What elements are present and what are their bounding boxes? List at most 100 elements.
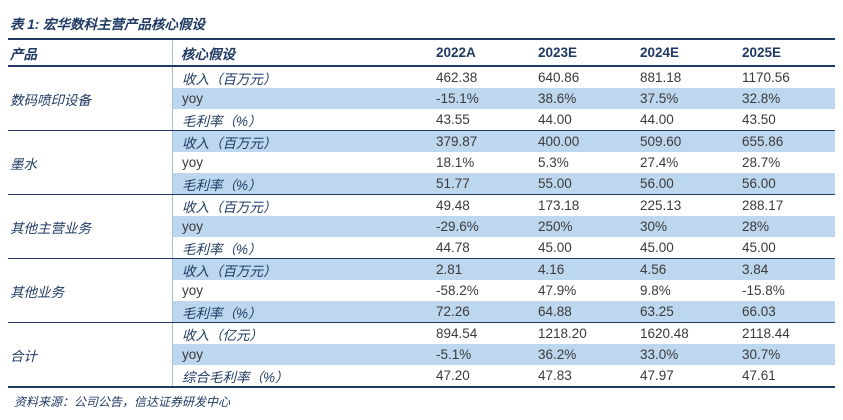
cell-value: -15.1%: [436, 91, 479, 106]
row-label: 收入（亿元）: [182, 327, 263, 343]
cell-value: 43.55: [436, 112, 470, 127]
cell-value: 47.61: [742, 368, 776, 383]
product-name: 墨水: [10, 156, 37, 172]
product-name: 数码喷印设备: [10, 92, 91, 108]
row-label: 收入（百万元）: [182, 135, 277, 151]
cell-value: 288.17: [742, 198, 784, 213]
row-label: yoy: [182, 283, 204, 298]
cell-value: 47.83: [538, 368, 572, 383]
cell-value: 56.00: [640, 176, 674, 191]
group-rows: 收入（百万元） 462.38 640.86 881.18 1170.56 yoy -15.1…: [172, 67, 835, 130]
cell-value: 44.78: [436, 240, 470, 255]
cell-value: 47.97: [640, 368, 674, 383]
cell-value: 881.18: [640, 70, 682, 85]
cell-value: 1218.20: [538, 326, 587, 341]
header-2024e: 2024E: [640, 45, 680, 60]
cell-value: 44.00: [640, 112, 674, 127]
table-row: 毛利率（%） 44.78 45.00 45.00 45.00: [173, 237, 835, 258]
header-assumption: 核心假设: [172, 40, 428, 65]
cell-value: 47.20: [436, 368, 470, 383]
table-row: 收入（百万元） 379.87 400.00 509.60 655.86: [173, 131, 835, 152]
table-row: 收入（百万元） 2.81 4.16 4.56 3.84: [173, 259, 835, 280]
row-label: yoy: [182, 155, 204, 170]
cell-value: 72.26: [436, 304, 470, 319]
cell-value: -5.1%: [436, 347, 472, 362]
cell-value: -58.2%: [436, 283, 479, 298]
cell-value: 18.1%: [436, 155, 475, 170]
product-group: 其他业务 收入（百万元） 2.81 4.16 4.56 3.84 yoy -58.2% 47.…: [8, 259, 835, 323]
cell-value: 45.00: [742, 240, 776, 255]
row-label: 收入（百万元）: [182, 71, 277, 87]
cell-value: 66.03: [742, 304, 776, 319]
cell-value: 45.00: [538, 240, 572, 255]
cell-value: 51.77: [436, 176, 470, 191]
table-row: yoy -15.1% 38.6% 37.5% 32.8%: [173, 88, 835, 109]
row-label: 收入（百万元）: [182, 263, 277, 279]
cell-value: 462.38: [436, 70, 478, 85]
cell-value: 250%: [538, 219, 573, 234]
product-name: 合计: [10, 348, 37, 364]
table-body: 数码喷印设备 收入（百万元） 462.38 640.86 881.18 1170.56 y…: [8, 67, 835, 388]
row-label: yoy: [182, 219, 204, 234]
table-row: yoy -58.2% 47.9% 9.8% -15.8%: [173, 280, 835, 301]
header-2025e: 2025E: [742, 45, 782, 60]
row-label: 毛利率（%）: [182, 177, 262, 193]
cell-value: 28.7%: [742, 155, 781, 170]
row-label: 收入（百万元）: [182, 199, 277, 215]
cell-value: 640.86: [538, 70, 580, 85]
table-row: 收入（百万元） 462.38 640.86 881.18 1170.56: [173, 67, 835, 88]
cell-value: 2.81: [436, 262, 463, 277]
table-row: 综合毛利率（%） 47.20 47.83 47.97 47.61: [173, 365, 835, 386]
cell-value: 32.8%: [742, 91, 781, 106]
row-label: 毛利率（%）: [182, 241, 262, 257]
cell-value: 63.25: [640, 304, 674, 319]
cell-value: 43.50: [742, 112, 776, 127]
product-group: 数码喷印设备 收入（百万元） 462.38 640.86 881.18 1170.56 y…: [8, 67, 835, 131]
cell-value: 49.48: [436, 198, 470, 213]
cell-value: 28%: [742, 219, 770, 234]
table-row: 收入（亿元） 894.54 1218.20 1620.48 2118.44: [173, 323, 835, 344]
cell-value: 3.84: [742, 262, 769, 277]
cell-value: 33.0%: [640, 347, 679, 362]
product-group: 合计 收入（亿元） 894.54 1218.20 1620.48 2118.44 yoy -…: [8, 323, 835, 388]
row-label: 毛利率（%）: [182, 113, 262, 129]
row-label: 毛利率（%）: [182, 305, 262, 321]
cell-value: 400.00: [538, 134, 580, 149]
product-group: 其他主营业务 收入（百万元） 49.48 173.18 225.13 288.17 yoy…: [8, 195, 835, 259]
cell-value: -29.6%: [436, 219, 479, 234]
table-row: 收入（百万元） 49.48 173.18 225.13 288.17: [173, 195, 835, 216]
cell-value: 9.8%: [640, 283, 671, 298]
cell-value: 2118.44: [742, 326, 790, 341]
cell-value: 47.9%: [538, 283, 577, 298]
cell-value: 36.2%: [538, 347, 577, 362]
group-rows: 收入（亿元） 894.54 1218.20 1620.48 2118.44 yoy -5.1…: [172, 323, 835, 386]
row-label: yoy: [182, 91, 204, 106]
table-row: yoy 18.1% 5.3% 27.4% 28.7%: [173, 152, 835, 173]
cell-value: 45.00: [640, 240, 674, 255]
table-row: yoy -5.1% 36.2% 33.0% 30.7%: [173, 344, 835, 365]
report-table: 表 1: 宏华数科主营产品核心假设 产品 核心假设 2022A 2023E 20…: [8, 17, 835, 409]
table-row: 毛利率（%） 51.77 55.00 56.00 56.00: [173, 173, 835, 194]
cell-value: 509.60: [640, 134, 682, 149]
cell-value: -15.8%: [742, 283, 785, 298]
cell-value: 225.13: [640, 198, 682, 213]
header-2023e: 2023E: [538, 45, 578, 60]
cell-value: 38.6%: [538, 91, 577, 106]
cell-value: 655.86: [742, 134, 784, 149]
cell-value: 37.5%: [640, 91, 679, 106]
table-row: 毛利率（%） 72.26 64.88 63.25 66.03: [173, 301, 835, 322]
table-row: 毛利率（%） 43.55 44.00 44.00 43.50: [173, 109, 835, 130]
source-note: 资料来源：公司公告，信达证券研发中心: [14, 395, 231, 409]
cell-value: 1170.56: [742, 70, 790, 85]
cell-value: 30%: [640, 219, 668, 234]
cell-value: 30.7%: [742, 347, 781, 362]
group-rows: 收入（百万元） 2.81 4.16 4.56 3.84 yoy -58.2% 47.9% 9.8…: [172, 259, 835, 322]
cell-value: 1620.48: [640, 326, 689, 341]
cell-value: 379.87: [436, 134, 478, 149]
header-2022a: 2022A: [436, 45, 476, 60]
cell-value: 5.3%: [538, 155, 569, 170]
header-product: 产品: [10, 46, 37, 62]
cell-value: 894.54: [436, 326, 478, 341]
cell-value: 27.4%: [640, 155, 679, 170]
group-rows: 收入（百万元） 49.48 173.18 225.13 288.17 yoy -29.6% 2…: [172, 195, 835, 258]
